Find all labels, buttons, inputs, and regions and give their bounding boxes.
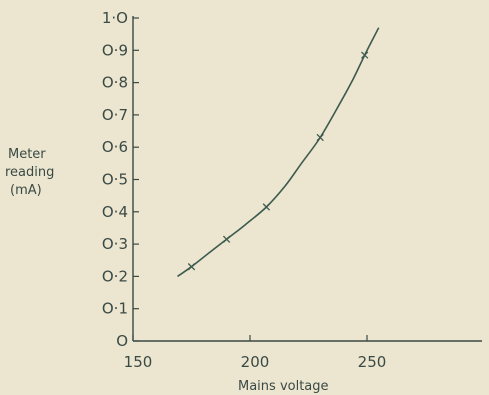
y-axis-title-line: Meter — [8, 147, 46, 162]
x-axis-title: Mains voltage — [238, 379, 329, 394]
ticks: O O·1 O·2 O·3 O·4 O·5 O·6 O·7 O·8 O·9 1·O 150 200 250 — [102, 9, 386, 371]
data-point-marker — [222, 235, 231, 243]
marker-stroke — [262, 203, 271, 211]
y-tick-label: O·7 — [102, 106, 128, 124]
marker-stroke — [222, 235, 231, 243]
axes — [132, 16, 482, 342]
x-tick-label: 250 — [358, 353, 387, 371]
series-line — [177, 27, 380, 278]
y-axis-title-line: reading — [5, 165, 54, 180]
y-tick-label: O·6 — [102, 138, 128, 156]
data-point-marker — [361, 51, 369, 59]
y-tick-label: 1·O — [102, 9, 128, 27]
data-point-marker — [262, 203, 271, 211]
y-tick-label: O·8 — [102, 74, 128, 92]
data-point-marker — [316, 133, 324, 142]
data-points — [187, 51, 369, 271]
marker-stroke — [187, 263, 196, 271]
y-tick-label: O·9 — [102, 41, 128, 59]
y-tick-label: O·3 — [102, 235, 128, 253]
y-tick-label: O·4 — [102, 203, 128, 221]
x-tick-label: 150 — [124, 353, 153, 371]
marker-stroke — [316, 133, 324, 142]
y-tick-label: O·2 — [102, 267, 128, 285]
x-tick-label: 200 — [241, 353, 270, 371]
y-tick-label: O — [116, 332, 128, 350]
y-tick-label: O·5 — [102, 171, 128, 189]
y-axis-title-line: (mA) — [10, 183, 42, 198]
data-point-marker — [187, 263, 196, 271]
series-curve — [177, 27, 380, 278]
y-tick-label: O·1 — [102, 300, 128, 318]
marker-stroke — [361, 51, 369, 59]
